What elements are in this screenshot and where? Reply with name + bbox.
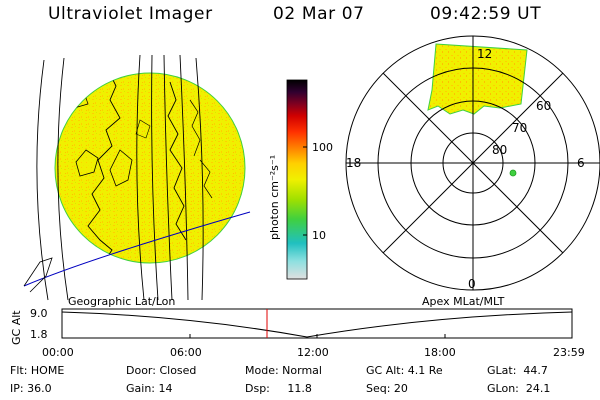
satellite-position-marker	[509, 169, 517, 177]
status-glon: GLon: 24.1	[487, 382, 551, 395]
mlat-label-80: 80	[492, 143, 507, 157]
instrument-title: Ultraviolet Imager	[48, 4, 213, 24]
time-tick-1200: 12:00	[297, 346, 329, 359]
mlt-label-6: 6	[577, 156, 585, 170]
mlt-label-18: 18	[346, 156, 361, 170]
color-bar-gradient	[286, 79, 308, 280]
time-tick-0000: 00:00	[42, 346, 74, 359]
status-glat: GLat: 44.7	[487, 364, 548, 377]
color-bar-tick-10: 10	[312, 229, 326, 242]
color-bar-unit-label: photon cm⁻²s⁻¹	[268, 155, 281, 240]
satellite-ground-track	[23, 211, 251, 287]
altitude-curve	[61, 311, 573, 338]
status-seq: Seq: 20	[366, 382, 408, 395]
coastline-overlay	[69, 73, 213, 263]
coast-bottom-left	[23, 257, 53, 293]
observation-date: 02 Mar 07	[273, 4, 365, 24]
mlat-label-60: 60	[536, 99, 551, 113]
observation-time: 09:42:59 UT	[430, 4, 542, 24]
mlt-label-12: 12	[477, 47, 492, 61]
strip-right-caption: Apex MLat/MLT	[422, 295, 505, 308]
time-tick-1800: 18:00	[424, 346, 456, 359]
status-gain: Gain: 14	[126, 382, 173, 395]
status-gc-alt: GC Alt: 4.1 Re	[366, 364, 443, 377]
status-door: Door: Closed	[126, 364, 197, 377]
mlat-label-70: 70	[512, 121, 527, 135]
alt-tick-1: 1.8	[30, 328, 48, 341]
status-ip: IP: 36.0	[10, 382, 52, 395]
strip-left-caption: Geographic Lat/Lon	[68, 295, 175, 308]
status-flight: Flt: HOME	[10, 364, 65, 377]
time-tick-0600: 06:00	[170, 346, 202, 359]
alt-tick-9: 9.0	[30, 307, 48, 320]
strip-ylabel: GC Alt	[10, 310, 23, 345]
status-mode: Mode: Normal	[245, 364, 322, 377]
longitude-grid	[36, 54, 204, 301]
auroral-oval-image	[427, 43, 528, 115]
time-tick-2359: 23:59	[553, 346, 585, 359]
disk-fill	[54, 72, 246, 264]
mlt-label-0: 0	[468, 277, 476, 291]
status-dsp: Dsp: 11.8	[245, 382, 312, 395]
color-bar-tick-100: 100	[312, 141, 333, 154]
